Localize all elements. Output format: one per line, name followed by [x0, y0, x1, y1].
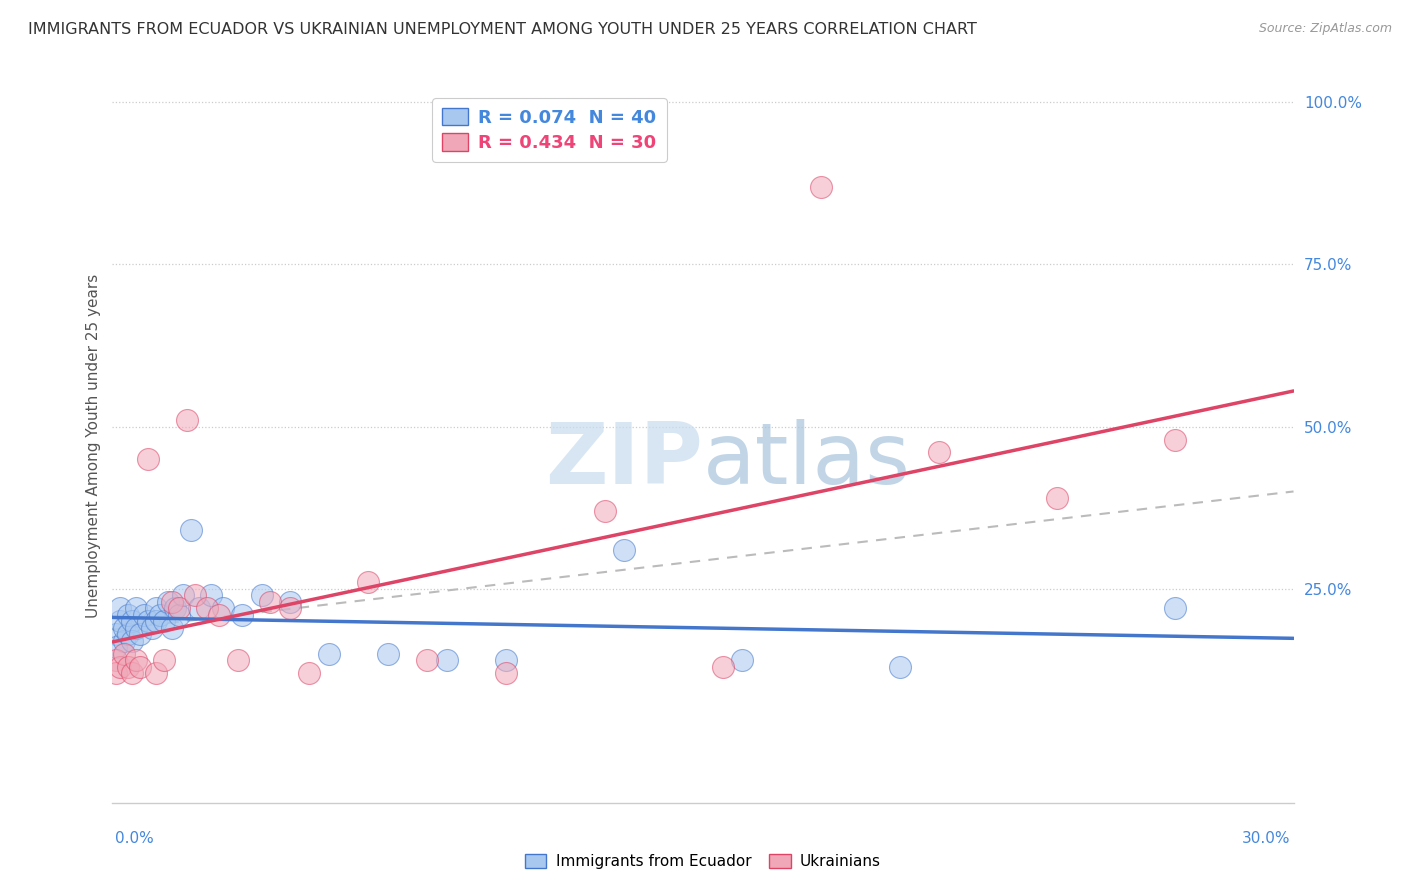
- Point: [105, 640, 128, 654]
- Point: [112, 647, 135, 661]
- Point: [593, 504, 616, 518]
- Point: [172, 588, 194, 602]
- Legend: Immigrants from Ecuador, Ukrainians: Immigrants from Ecuador, Ukrainians: [519, 848, 887, 875]
- Point: [169, 601, 191, 615]
- Point: [110, 659, 132, 673]
- Point: [112, 621, 135, 635]
- Point: [125, 601, 148, 615]
- Point: [152, 614, 174, 628]
- Point: [436, 653, 458, 667]
- Point: [188, 601, 211, 615]
- Point: [121, 633, 143, 648]
- Point: [141, 621, 163, 635]
- Point: [711, 659, 734, 673]
- Point: [810, 179, 832, 194]
- Point: [117, 659, 139, 673]
- Point: [259, 595, 281, 609]
- Legend: R = 0.074  N = 40, R = 0.434  N = 30: R = 0.074 N = 40, R = 0.434 N = 30: [433, 98, 666, 162]
- Point: [250, 588, 273, 602]
- Point: [125, 653, 148, 667]
- Y-axis label: Unemployment Among Youth under 25 years: Unemployment Among Youth under 25 years: [86, 274, 101, 618]
- Point: [298, 666, 321, 681]
- Point: [169, 607, 191, 622]
- Point: [318, 647, 340, 661]
- Point: [231, 607, 253, 622]
- Point: [145, 666, 167, 681]
- Point: [889, 659, 911, 673]
- Text: 30.0%: 30.0%: [1243, 831, 1291, 846]
- Point: [129, 627, 152, 641]
- Text: ZIP: ZIP: [546, 418, 703, 502]
- Point: [495, 666, 517, 681]
- Point: [105, 666, 128, 681]
- Text: atlas: atlas: [703, 418, 911, 502]
- Point: [1046, 491, 1069, 505]
- Point: [136, 452, 159, 467]
- Point: [928, 445, 950, 459]
- Point: [495, 653, 517, 667]
- Point: [278, 601, 301, 615]
- Point: [731, 653, 754, 667]
- Point: [117, 607, 139, 622]
- Point: [184, 588, 207, 602]
- Point: [110, 601, 132, 615]
- Point: [136, 614, 159, 628]
- Text: IMMIGRANTS FROM ECUADOR VS UKRAINIAN UNEMPLOYMENT AMONG YOUTH UNDER 25 YEARS COR: IMMIGRANTS FROM ECUADOR VS UKRAINIAN UNE…: [28, 22, 977, 37]
- Point: [195, 601, 218, 615]
- Point: [121, 614, 143, 628]
- Point: [377, 647, 399, 661]
- Point: [129, 659, 152, 673]
- Point: [156, 595, 179, 609]
- Point: [165, 601, 187, 615]
- Point: [228, 653, 250, 667]
- Point: [110, 614, 132, 628]
- Point: [180, 524, 202, 538]
- Point: [112, 633, 135, 648]
- Point: [1164, 601, 1187, 615]
- Point: [152, 653, 174, 667]
- Point: [125, 621, 148, 635]
- Point: [160, 595, 183, 609]
- Point: [160, 621, 183, 635]
- Point: [145, 614, 167, 628]
- Point: [200, 588, 222, 602]
- Point: [145, 601, 167, 615]
- Point: [208, 607, 231, 622]
- Point: [357, 575, 380, 590]
- Point: [176, 413, 198, 427]
- Text: Source: ZipAtlas.com: Source: ZipAtlas.com: [1258, 22, 1392, 36]
- Point: [211, 601, 233, 615]
- Point: [278, 595, 301, 609]
- Point: [117, 627, 139, 641]
- Point: [416, 653, 439, 667]
- Point: [149, 607, 172, 622]
- Point: [121, 666, 143, 681]
- Point: [105, 653, 128, 667]
- Point: [613, 542, 636, 557]
- Point: [105, 627, 128, 641]
- Text: 0.0%: 0.0%: [115, 831, 155, 846]
- Point: [1164, 433, 1187, 447]
- Point: [132, 607, 155, 622]
